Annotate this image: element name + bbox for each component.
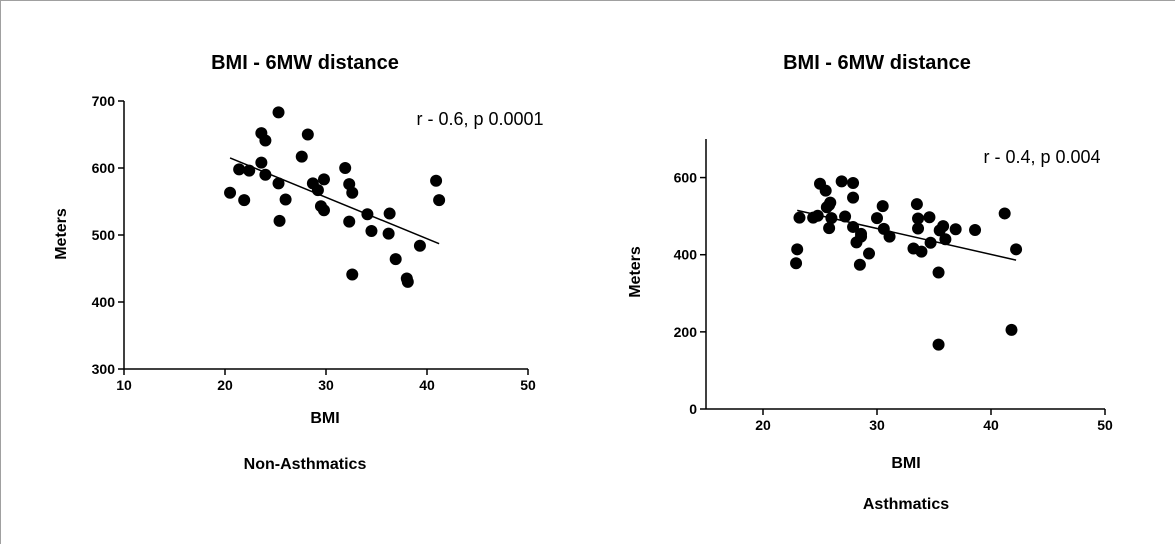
y-tick-label: 0 [689, 401, 697, 417]
data-point [932, 266, 945, 279]
data-point [915, 245, 928, 258]
data-point [259, 134, 272, 147]
x-tick-label: 30 [318, 377, 334, 393]
correlation-annotation: r - 0.4, p 0.004 [983, 147, 1100, 167]
data-point [243, 164, 256, 177]
data-point [272, 106, 285, 119]
x-tick-label: 50 [1097, 417, 1113, 433]
data-point [295, 150, 308, 163]
data-point [819, 184, 832, 197]
data-point [855, 227, 868, 240]
data-point [824, 196, 837, 209]
axes: 0 200 400 600 20 30 40 50 [674, 139, 1113, 433]
correlation-annotation: r - 0.6, p 0.0001 [416, 109, 543, 129]
data-point [923, 211, 936, 224]
x-tick-label: 20 [217, 377, 233, 393]
data-point [790, 257, 803, 270]
data-point [430, 174, 443, 187]
data-point [401, 275, 414, 288]
data-point [912, 222, 925, 235]
data-point [1010, 243, 1023, 256]
data-point [365, 224, 378, 237]
data-point [924, 236, 937, 249]
x-tick-label: 50 [520, 377, 536, 393]
data-point [272, 177, 285, 190]
data-points [790, 175, 1023, 351]
data-point [383, 207, 396, 220]
x-axis-label: BMI [891, 455, 920, 472]
data-point [279, 193, 292, 206]
data-point [912, 212, 925, 225]
y-tick-label: 600 [674, 170, 698, 186]
chart-non-asthmatics: BMI - 6MW distance r - 0.6, p 0.0001 Met… [53, 52, 544, 473]
data-point [839, 210, 852, 223]
data-point [346, 268, 359, 281]
y-tick-label: 400 [674, 247, 698, 263]
data-point [317, 204, 330, 217]
data-point [238, 194, 251, 207]
data-point [1005, 323, 1018, 336]
data-point [311, 184, 324, 197]
y-tick-label: 200 [674, 324, 698, 340]
data-point [811, 209, 824, 222]
data-point [847, 176, 860, 189]
group-label: Asthmatics [863, 496, 949, 513]
chart-asthmatics: BMI - 6MW distance r - 0.4, p 0.004 Mete… [627, 52, 1113, 513]
data-point [433, 194, 446, 207]
data-point [346, 186, 359, 199]
data-point [835, 175, 848, 188]
y-axis-label: Meters [53, 208, 70, 260]
data-point [343, 215, 356, 228]
y-tick-label: 600 [92, 160, 116, 176]
data-point [863, 247, 876, 260]
data-point [949, 223, 962, 236]
data-point [969, 224, 982, 237]
data-point [339, 162, 352, 174]
data-point [413, 239, 426, 252]
chart-title: BMI - 6MW distance [783, 52, 971, 74]
data-point [939, 233, 952, 246]
y-axis-label: Meters [627, 246, 644, 298]
data-point [233, 163, 246, 176]
data-point [871, 212, 883, 225]
data-point [853, 258, 866, 271]
data-point [998, 207, 1011, 220]
data-point [847, 191, 860, 204]
y-tick-label: 400 [92, 294, 116, 310]
data-point [259, 168, 272, 181]
data-point [910, 198, 923, 211]
data-point [793, 211, 806, 224]
data-point [823, 222, 836, 235]
y-tick-label: 500 [92, 227, 116, 243]
x-tick-label: 20 [755, 417, 771, 433]
data-point [932, 338, 945, 351]
data-point [382, 227, 395, 240]
y-tick-label: 300 [92, 361, 116, 377]
data-point [883, 230, 896, 243]
x-axis-label: BMI [310, 410, 339, 427]
data-point [317, 173, 330, 186]
data-point [255, 156, 268, 169]
data-point [301, 128, 314, 141]
data-point [361, 208, 374, 221]
chart-title: BMI - 6MW distance [211, 52, 399, 74]
x-tick-label: 40 [983, 417, 999, 433]
data-point [791, 243, 804, 256]
data-point [825, 212, 838, 225]
x-tick-label: 40 [419, 377, 435, 393]
y-tick-label: 700 [92, 93, 116, 109]
data-point [273, 214, 286, 227]
group-label: Non-Asthmatics [244, 456, 367, 473]
data-point [224, 186, 237, 199]
data-point [937, 220, 950, 233]
data-point [876, 200, 889, 213]
data-points [224, 106, 446, 288]
x-tick-label: 30 [869, 417, 885, 433]
axes: 300 400 500 600 700 10 20 30 40 50 [92, 93, 536, 393]
data-point [847, 220, 860, 233]
data-point [389, 253, 402, 266]
x-tick-label: 10 [116, 377, 132, 393]
